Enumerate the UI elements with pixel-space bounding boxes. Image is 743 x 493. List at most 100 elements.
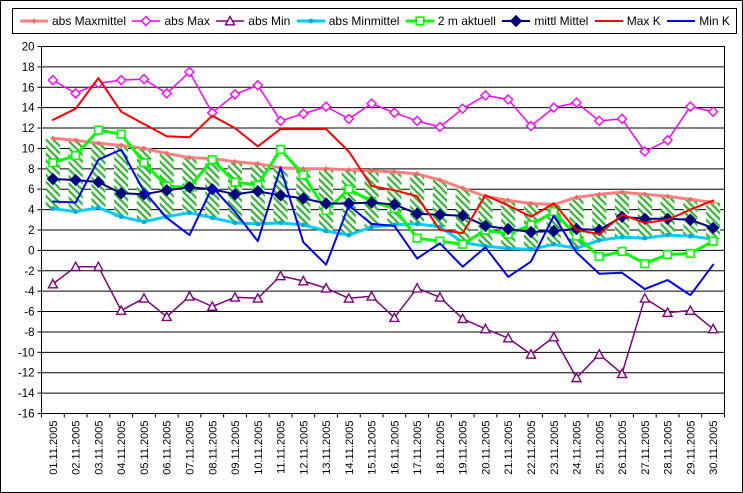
marker-diamond-open: [138, 73, 150, 85]
marker-diamond-filled: [228, 188, 242, 201]
marker-cross: [50, 135, 56, 141]
legend-item-min_k: Min K: [666, 15, 730, 27]
marker-cross: [505, 197, 511, 203]
marker-diamond-open: [229, 88, 241, 100]
marker-diamond-open: [525, 120, 537, 132]
marker-diamond-open: [47, 74, 59, 86]
x-axis-label: 07.11.2005: [184, 421, 196, 475]
marker-cross: [596, 191, 602, 197]
y-axis-label: -4: [24, 286, 35, 298]
x-axis-label: 20.11.2005: [480, 421, 492, 475]
x-axis-label: 30.11.2005: [708, 421, 720, 475]
marker-dot: [619, 234, 625, 240]
marker-square-open: [662, 249, 673, 260]
x-axis-label: 25.11.2005: [594, 421, 606, 475]
marker-triangle-open: [274, 269, 287, 281]
marker-diamond-open: [548, 102, 560, 114]
marker-square-open: [435, 236, 445, 246]
marker-diamond-filled: [183, 180, 196, 194]
marker-diamond-filled: [46, 172, 60, 186]
marker-diamond-filled: [69, 173, 82, 187]
marker-diamond-filled: [297, 192, 310, 205]
range-band-bar: [91, 143, 106, 208]
legend-glyph-min_k: [667, 20, 696, 22]
marker-square-open: [48, 158, 58, 168]
marker-cross: [414, 171, 420, 177]
series-line-min_k: [51, 148, 715, 297]
legend-label: abs Maxmittel: [52, 14, 127, 28]
legend-item-abs_maxmittel: abs Maxmittel: [19, 15, 126, 27]
x-axis-label: 24.11.2005: [572, 421, 584, 475]
marker-dot: [118, 214, 124, 220]
marker-cross: [642, 191, 648, 197]
marker-triangle-open: [570, 371, 583, 383]
y-axis-label: 16: [22, 82, 35, 94]
marker-diamond-open: [206, 107, 218, 119]
legend-glyph-abs_min: [216, 15, 245, 26]
series-line-max_k: [51, 77, 715, 236]
marker-dot: [505, 245, 511, 251]
x-axis-label: 17.11.2005: [412, 421, 424, 475]
marker-cross: [574, 194, 580, 200]
marker-dot: [96, 205, 101, 210]
marker-triangle-open: [365, 290, 378, 301]
marker-dot: [300, 222, 306, 228]
marker-diamond-open: [183, 66, 195, 78]
marker-triangle-open: [138, 292, 150, 303]
y-axis-label: 18: [22, 62, 35, 74]
legend-glyph-abs_max: [132, 15, 161, 27]
marker-diamond-open: [411, 115, 423, 127]
x-axis-label: 27.11.2005: [640, 421, 652, 475]
marker-cross: [95, 140, 101, 146]
marker-triangle-open: [115, 304, 127, 316]
marker-triangle-open: [343, 292, 355, 303]
marker-triangle-open: [224, 15, 236, 26]
marker-diamond-open: [366, 98, 378, 110]
marker-diamond-filled: [319, 197, 333, 210]
marker-diamond-filled: [684, 213, 697, 227]
marker-diamond-filled: [388, 198, 401, 211]
marker-square-open: [298, 170, 308, 180]
x-axis-label: 16.11.2005: [389, 421, 401, 475]
marker-dot: [551, 241, 557, 247]
marker-cross: [665, 193, 671, 199]
marker-square-open: [116, 129, 126, 139]
series-line-abs_maxmittel: [51, 136, 715, 206]
y-axis-label: 6: [28, 184, 34, 196]
marker-dot: [209, 215, 215, 221]
marker-diamond-open: [479, 89, 491, 101]
x-axis-label: 12.11.2005: [298, 421, 310, 475]
range-band-bar: [114, 145, 129, 217]
marker-square-open: [207, 155, 217, 165]
legend-item-aktuell_2m: 2 m aktuell: [405, 15, 496, 27]
x-axis-label: 01.11.2005: [48, 421, 60, 475]
marker-diamond-open: [297, 108, 309, 120]
marker-dot: [323, 228, 329, 234]
y-axis-label: -12: [18, 368, 35, 380]
marker-dot: [665, 232, 670, 238]
marker-dot: [642, 235, 648, 241]
marker-cross: [164, 151, 170, 157]
marker-square-open: [230, 177, 240, 187]
legend-glyph-abs_maxmittel: [20, 18, 48, 24]
marker-triangle-open: [616, 367, 628, 379]
y-axis-label: 4: [28, 205, 35, 217]
marker-dot: [255, 221, 261, 227]
marker-cross: [118, 142, 124, 148]
marker-triangle-open: [161, 310, 173, 322]
marker-dot: [596, 237, 602, 243]
marker-square-open: [275, 144, 286, 155]
y-axis-label: -6: [24, 307, 34, 319]
x-axis-label: 15.11.2005: [367, 421, 379, 475]
legend-item-mittl_mittel: mittl Mittel: [501, 15, 588, 27]
x-axis-label: 21.11.2005: [503, 421, 515, 475]
marker-triangle-open: [502, 332, 514, 343]
marker-cross: [619, 189, 625, 195]
marker-triangle-open: [388, 311, 401, 323]
marker-triangle-open: [92, 260, 105, 272]
marker-diamond-open: [320, 101, 332, 113]
marker-diamond-filled: [365, 196, 378, 209]
marker-dot: [414, 221, 420, 227]
marker-square-open: [708, 236, 718, 246]
